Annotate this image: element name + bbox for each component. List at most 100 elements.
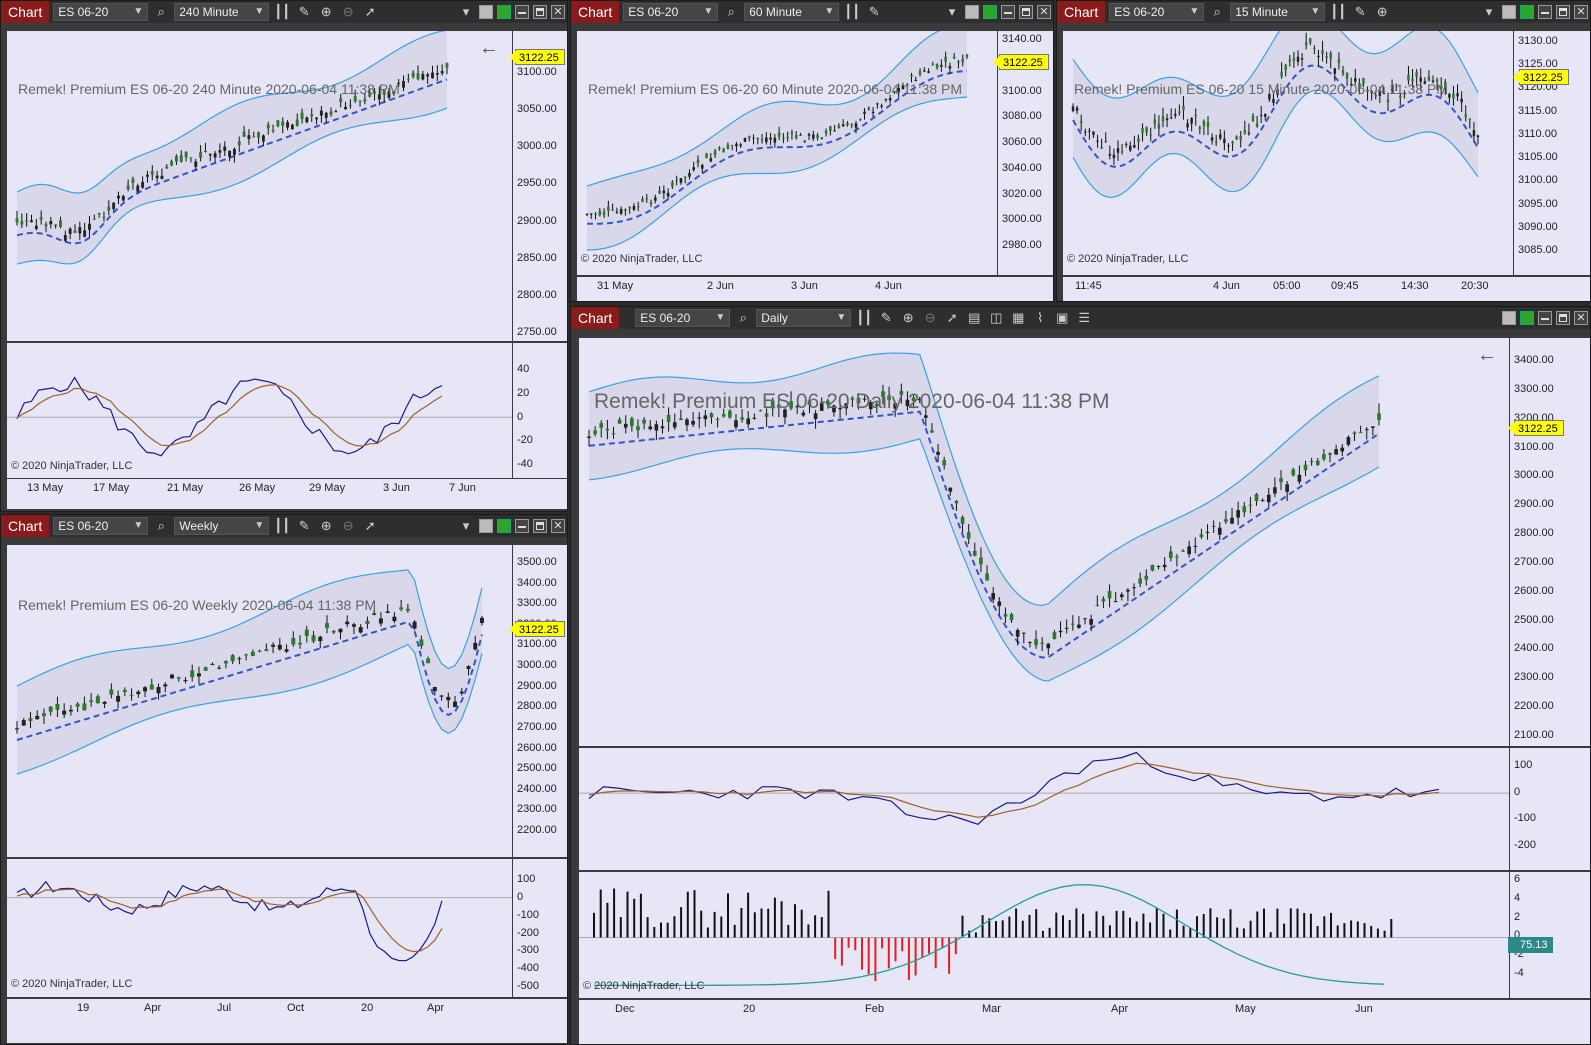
interval-select[interactable]: 240 Minute ▼ — [174, 3, 270, 21]
data-box-icon[interactable]: ▤ — [968, 310, 981, 325]
pencil-icon[interactable]: ✎ — [868, 4, 880, 19]
minimize-icon[interactable] — [1538, 311, 1552, 325]
upper-band-line — [586, 31, 941, 187]
price-panel[interactable]: Remek! Premium ES 06-20 15 Minute 2020-0… — [1063, 31, 1513, 275]
minimize-icon[interactable] — [515, 519, 529, 533]
chevron-down-icon[interactable]: ▾ — [948, 4, 956, 19]
link-green-icon[interactable] — [497, 5, 511, 19]
oscillator-panel[interactable] — [579, 748, 1509, 870]
interval-select[interactable]: 15 Minute ▼ — [1230, 3, 1326, 21]
close-icon[interactable] — [1574, 5, 1588, 19]
bar-chart-icon[interactable]: ┃┃ — [274, 4, 291, 19]
time-axis[interactable]: 31 May 2 Jun 3 Jun 4 Jun — [577, 277, 1053, 301]
time-axis[interactable]: Dec 20 Feb Mar Apr May Jun — [579, 1000, 1590, 1044]
price-axis[interactable]: 3500.003400.003300.003200.003100.003000.… — [513, 545, 567, 857]
zoom-out-icon[interactable]: ⊖ — [342, 4, 354, 19]
link-gray-icon[interactable] — [1502, 5, 1516, 19]
price-panel[interactable]: Remek! Premium ES 06-20 60 Minute 2020-0… — [577, 31, 997, 275]
oscillator-axis[interactable]: 40 20 0 -20 -40 — [513, 343, 567, 478]
maximize-icon[interactable] — [533, 519, 547, 533]
maximize-icon[interactable] — [1556, 311, 1570, 325]
link-gray-icon[interactable] — [1502, 311, 1516, 325]
chart-label[interactable]: Chart — [1, 1, 50, 23]
maximize-icon[interactable] — [1556, 5, 1570, 19]
pointer-icon[interactable]: ➚ — [946, 310, 958, 325]
close-icon[interactable] — [551, 519, 565, 533]
link-gray-icon[interactable] — [479, 519, 493, 533]
maximize-icon[interactable] — [533, 5, 547, 19]
zoom-in-icon[interactable]: ⊕ — [320, 518, 332, 533]
bar-chart-icon[interactable]: ┃┃ — [856, 310, 873, 325]
zoom-out-icon[interactable]: ⊖ — [342, 518, 354, 533]
chart-label[interactable]: Chart — [571, 1, 620, 23]
chevron-down-icon[interactable]: ▾ — [1485, 4, 1493, 19]
search-icon[interactable]: ⌕ — [157, 518, 165, 533]
interval-select[interactable]: Weekly ▼ — [174, 517, 270, 535]
instrument-select[interactable]: ES 06-20 ▼ — [53, 3, 149, 21]
pencil-icon[interactable]: ✎ — [298, 4, 310, 19]
time-axis[interactable]: 19 Apr Jul Oct 20 Apr — [7, 999, 567, 1043]
oscillator-axis[interactable]: 100 0 -100 -200 — [1510, 748, 1590, 870]
pencil-icon[interactable]: ✎ — [880, 310, 892, 325]
close-icon[interactable] — [1037, 5, 1051, 19]
instrument-select[interactable]: ES 06-20 ▼ — [635, 309, 731, 327]
chevron-down-icon[interactable]: ▾ — [462, 518, 470, 533]
link-green-icon[interactable] — [983, 5, 997, 19]
zoom-in-icon[interactable]: ⊕ — [902, 310, 914, 325]
bar-chart-icon[interactable]: ┃┃ — [274, 518, 291, 533]
price-axis[interactable]: 3100.00 3050.00 3000.00 2950.00 2900.00 2850.… — [513, 31, 567, 341]
link-green-icon[interactable] — [497, 519, 511, 533]
properties-icon[interactable]: ▣ — [1056, 310, 1069, 325]
drawing-tools-icon[interactable]: ◫ — [990, 310, 1003, 325]
list-icon[interactable]: ☰ — [1078, 310, 1091, 325]
pointer-icon[interactable]: ➚ — [364, 518, 376, 533]
oscillator-panel[interactable]: © 2020 NinjaTrader, LLC — [7, 859, 512, 997]
price-axis[interactable]: 3400.00 3300.00 3200.00 3100.00 3000.00 2900.… — [1510, 338, 1590, 746]
search-icon[interactable]: ⌕ — [727, 4, 735, 19]
link-green-icon[interactable] — [1520, 311, 1534, 325]
bar-chart-icon[interactable]: ┃┃ — [844, 4, 861, 19]
interval-select[interactable]: Daily ▼ — [756, 309, 852, 327]
chart-label[interactable]: Chart — [1057, 1, 1106, 23]
oscillator-panel[interactable]: © 2020 NinjaTrader, LLC — [7, 343, 512, 478]
pencil-icon[interactable]: ✎ — [1354, 4, 1366, 19]
minimize-icon[interactable] — [1538, 5, 1552, 19]
interval-select[interactable]: 60 Minute ▼ — [744, 3, 840, 21]
indicators-icon[interactable]: ▦ — [1012, 310, 1025, 325]
zoom-in-icon[interactable]: ⊕ — [320, 4, 332, 19]
back-arrow-icon[interactable]: ← — [1477, 344, 1497, 366]
search-icon[interactable]: ⌕ — [1213, 4, 1221, 19]
close-icon[interactable] — [1574, 311, 1588, 325]
chevron-down-icon[interactable]: ▾ — [462, 4, 470, 19]
price-axis[interactable]: 3130.00 3125.00 3120.00 3115.00 3110.00 3105.… — [1514, 31, 1590, 275]
close-icon[interactable] — [551, 5, 565, 19]
time-axis[interactable]: 11:45 4 Jun 05:00 09:45 14:30 20:30 — [1063, 277, 1590, 301]
search-icon[interactable]: ⌕ — [157, 4, 165, 19]
price-panel[interactable]: Remek! Premium ES 06-20 Weekly 2020-06-0… — [7, 545, 512, 857]
price-panel[interactable]: Remek! Premium ES 06-20 Daily 2020-06-04… — [579, 338, 1509, 746]
zoom-in-icon[interactable]: ⊕ — [1376, 4, 1388, 19]
time-axis[interactable]: 13 May 17 May 21 May 26 May 29 May 3 Jun 7 Jun — [7, 479, 567, 509]
link-gray-icon[interactable] — [965, 5, 979, 19]
price-panel[interactable]: Remek! Premium ES 06-20 240 Minute 2020-… — [7, 31, 512, 341]
instrument-select[interactable]: ES 06-20 ▼ — [623, 3, 719, 21]
bar-chart-icon[interactable]: ┃┃ — [1330, 4, 1347, 19]
link-gray-icon[interactable] — [479, 5, 493, 19]
chart-label[interactable]: Chart — [571, 307, 620, 329]
instrument-select[interactable]: ES 06-20 ▼ — [1109, 3, 1205, 21]
pointer-icon[interactable]: ➚ — [364, 4, 376, 19]
chart-label[interactable]: Chart — [1, 515, 50, 537]
instrument-select[interactable]: ES 06-20 ▼ — [53, 517, 149, 535]
strategies-icon[interactable]: ⌇ — [1037, 310, 1044, 325]
zoom-out-icon[interactable]: ⊖ — [924, 310, 936, 325]
back-arrow-icon[interactable]: ← — [479, 37, 499, 59]
oscillator-axis[interactable]: 100 0 -100 -200 -300 -400 -500 — [513, 859, 567, 997]
volume-axis[interactable]: 6 4 2 0 -2 -4 — [1510, 872, 1590, 998]
link-green-icon[interactable] — [1520, 5, 1534, 19]
minimize-icon[interactable] — [1001, 5, 1015, 19]
search-icon[interactable]: ⌕ — [739, 310, 747, 325]
pencil-icon[interactable]: ✎ — [298, 518, 310, 533]
minimize-icon[interactable] — [515, 5, 529, 19]
volume-panel[interactable]: © 2020 NinjaTrader, LLC — [579, 872, 1509, 998]
maximize-icon[interactable] — [1019, 5, 1033, 19]
